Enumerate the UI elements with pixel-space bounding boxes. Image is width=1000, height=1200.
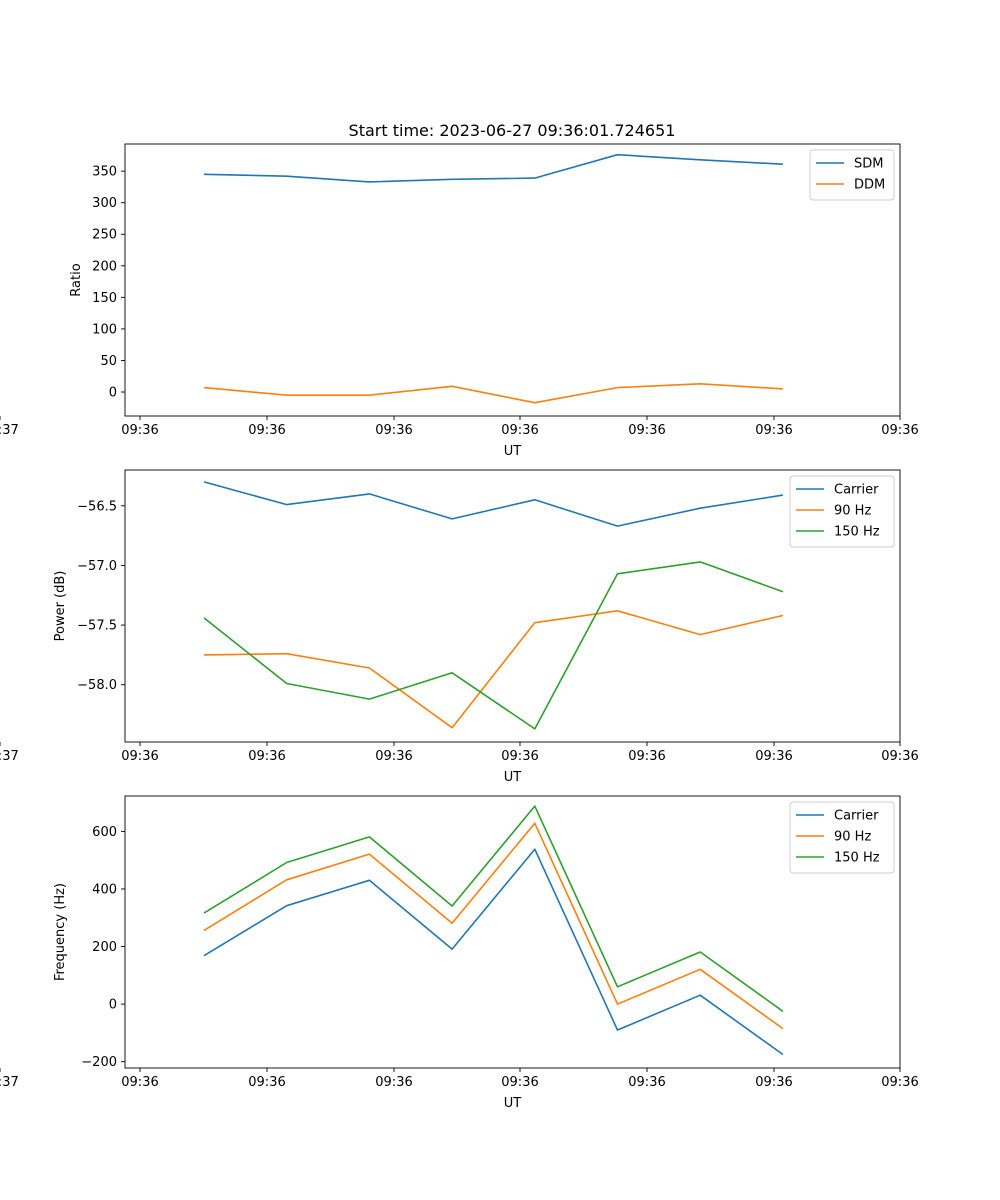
- y-tick-label: −200: [81, 1055, 117, 1070]
- legend-entry: 150 Hz: [834, 851, 880, 866]
- legend-entry: DDM: [854, 178, 885, 193]
- legend-entry: 90 Hz: [834, 504, 871, 519]
- y-tick-label: 300: [92, 196, 117, 211]
- y-tick-label: 250: [92, 228, 117, 243]
- legend-entry: Carrier: [834, 483, 879, 498]
- series-line-carrier: [203, 481, 784, 527]
- y-tick-label: 50: [100, 354, 117, 369]
- y-tick-label: 600: [92, 825, 117, 840]
- x-tick-label: 09:36: [628, 423, 665, 438]
- x-tick-label: 09:36: [628, 749, 665, 764]
- y-axis-label: Ratio: [69, 263, 84, 296]
- series-line-150-hz: [203, 805, 784, 1012]
- x-tick-label: 09:36: [755, 749, 792, 764]
- y-tick-label: 400: [92, 882, 117, 897]
- x-tick-label: 09:36: [755, 1075, 792, 1090]
- y-axis-label: Frequency (Hz): [53, 883, 68, 981]
- panel-2: 09:36 09:36 09:36 09:36 09:36 09:36 09:36 09:37…: [0, 469, 919, 785]
- x-tick-label: 09:36: [248, 749, 285, 764]
- panel-1: 09:36 09:36 09:36 09:36 09:36 09:36 09:36 09:37…: [0, 143, 919, 459]
- legend-box: [789, 801, 895, 874]
- legend: Carrier 90 Hz 150 Hz: [789, 475, 895, 548]
- y-tick-label: 0: [109, 998, 117, 1013]
- series-line-ddm: [203, 382, 783, 404]
- legend: Carrier 90 Hz 150 Hz: [789, 801, 895, 874]
- y-tick-label: 200: [92, 259, 117, 274]
- y-tick-label: 200: [92, 940, 117, 955]
- x-tick-label: 09:36: [501, 749, 538, 764]
- x-tick-label: 09:37: [0, 423, 19, 438]
- x-tick-label: 09:36: [375, 1075, 412, 1090]
- figure-title: Start time: 2023-06-27 09:36:01.724651: [349, 121, 676, 140]
- x-tick-label: 09:36: [121, 423, 158, 438]
- x-tick-label: 09:36: [628, 1075, 665, 1090]
- x-axis-label: UT: [504, 1096, 522, 1111]
- legend-entry: SDM: [854, 157, 883, 172]
- x-tick-label: 09:36: [501, 423, 538, 438]
- y-tick-label: −56.5: [77, 499, 117, 514]
- x-tick-label: 09:36: [501, 1075, 538, 1090]
- x-tick-label: 09:37: [0, 1075, 19, 1090]
- series-line-90-hz: [203, 609, 784, 729]
- series-line-sdm: [203, 153, 783, 183]
- y-tick-label: −57.0: [77, 559, 117, 574]
- y-tick-label: −57.5: [77, 619, 117, 634]
- series-line-150-hz: [203, 561, 784, 730]
- y-tick-label: 100: [92, 322, 117, 337]
- legend-entry: 90 Hz: [834, 830, 871, 845]
- x-tick-label: 09:36: [121, 749, 158, 764]
- x-tick-label: 09:36: [881, 423, 918, 438]
- panel-3: 09:36 09:36 09:36 09:36 09:36 09:36 09:36 09:37…: [0, 795, 919, 1111]
- y-tick-label: 350: [92, 165, 117, 180]
- x-tick-label: 09:36: [248, 1075, 285, 1090]
- legend-entry: 150 Hz: [834, 525, 880, 540]
- legend-entry: Carrier: [834, 809, 879, 824]
- axes-frame: [124, 469, 901, 743]
- legend: SDM DDM: [809, 149, 895, 201]
- x-axis-label: UT: [504, 770, 522, 785]
- y-tick-label: 0: [109, 386, 117, 401]
- series-line-90-hz: [203, 822, 784, 1030]
- y-tick-label: 150: [92, 291, 117, 306]
- x-tick-label: 09:36: [375, 749, 412, 764]
- x-tick-label: 09:36: [881, 1075, 918, 1090]
- x-tick-label: 09:36: [121, 1075, 158, 1090]
- axes-frame: [124, 795, 901, 1069]
- legend-box: [789, 475, 895, 548]
- y-axis-label: Power (dB): [53, 571, 68, 642]
- x-tick-label: 09:36: [248, 423, 285, 438]
- x-axis-label: UT: [504, 444, 522, 459]
- axes-frame: [124, 143, 901, 417]
- x-tick-label: 09:36: [881, 749, 918, 764]
- series-line-carrier: [203, 848, 784, 1056]
- x-tick-label: 09:36: [755, 423, 792, 438]
- x-tick-label: 09:36: [375, 423, 412, 438]
- x-tick-label: 09:37: [0, 749, 19, 764]
- y-tick-label: −58.0: [77, 678, 117, 693]
